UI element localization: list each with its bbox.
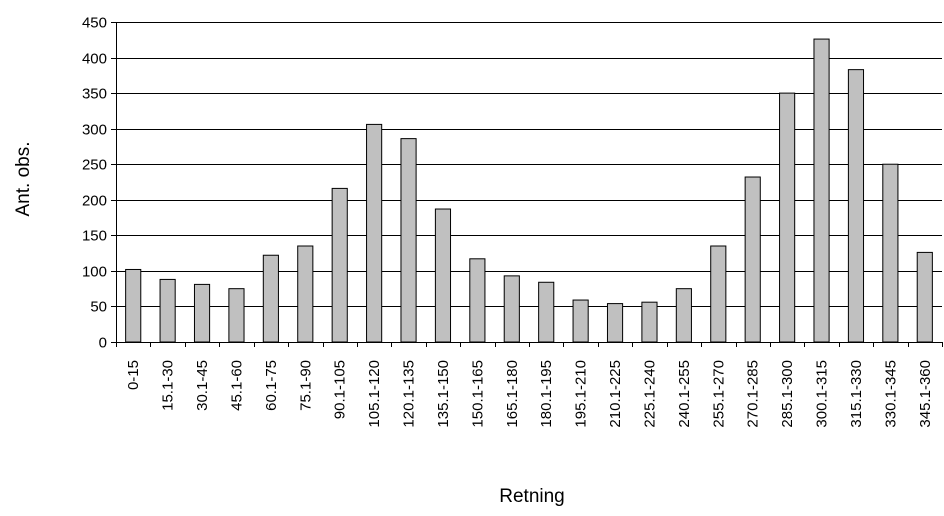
bar-30.1-45 [193,283,211,343]
bar-210.1-225 [606,303,624,343]
x-tick-label: 135.1-150 [435,360,452,428]
x-tick-label: 180.1-195 [538,360,555,428]
x-tick-labels: 0-15 15.1-30 30.1-45 45.1-60 60.1-75 75.1-90 9… [125,360,934,428]
x-tick-label: 30.1-45 [194,360,211,411]
bar-285.1-300 [779,92,796,343]
bar-90.1-105 [331,187,348,343]
bar-75.1-90 [297,245,314,343]
x-tick-label: 15.1-30 [160,360,177,411]
y-tick-label: 50 [90,299,107,316]
bar-15.1-30 [159,278,176,343]
y-tick-label: 400 [82,51,107,68]
x-tick-label: 315.1-330 [848,360,865,428]
x-tick-label: 0-15 [125,360,142,390]
x-tick-label: 120.1-135 [401,360,418,428]
bar-330.1-345 [882,163,899,343]
bar-315.1-330 [847,69,865,343]
y-tick-label: 450 [82,15,107,32]
bar-105.1-120 [366,123,383,343]
x-tick-label: 150.1-165 [469,360,486,428]
bar-300.1-315 [813,38,830,343]
x-tick-label: 240.1-255 [676,360,693,428]
gridlines [116,22,942,307]
axes [111,22,943,347]
x-tick-label: 225.1-240 [642,360,659,428]
x-tick-label: 330.1-345 [882,360,899,428]
bar-345.1-360 [916,251,933,343]
x-tick-label: 90.1-105 [332,360,349,419]
bar-135.1-150 [434,208,452,343]
y-tick-label: 100 [82,264,107,281]
x-tick-label: 300.1-315 [814,360,831,428]
bar-195.1-210 [572,299,589,343]
x-tick-label: 270.1-285 [745,360,762,428]
bar-0-15 [125,268,142,343]
y-axis-title: Ant. obs. [13,142,34,217]
bar-120.1-135 [400,138,417,343]
bar-270.1-285 [744,176,761,343]
y-tick-label: 250 [82,157,107,174]
x-tick-label: 210.1-225 [607,360,624,428]
x-tick-label: 285.1-300 [779,360,796,428]
bar-45.1-60 [228,288,245,343]
x-tick-label: 345.1-360 [917,360,934,428]
x-axis-title: Retning [499,486,565,507]
bar-60.1-75 [262,254,279,343]
x-tick-label: 255.1-270 [710,360,727,428]
y-tick-label: 200 [82,193,107,210]
bar-255.1-270 [710,245,727,343]
x-tick-label: 45.1-60 [229,360,246,411]
y-tick-label: 350 [82,86,107,103]
x-tick-label: 165.1-180 [504,360,521,428]
y-tick-labels: 0 50 100 150 200 250 300 350 400 450 [82,15,107,352]
bar-165.1-180 [503,275,520,343]
bars [125,38,933,343]
bar-180.1-195 [538,281,555,343]
y-tick-label: 150 [82,228,107,245]
bar-240.1-255 [675,288,692,343]
bar-150.1-165 [469,258,486,343]
x-tick-label: 105.1-120 [366,360,383,428]
x-tick-label: 75.1-90 [297,360,314,411]
y-tick-label: 300 [82,122,107,139]
x-tick-label: 60.1-75 [263,360,280,411]
y-tick-label: 0 [99,335,107,352]
bar-225.1-240 [641,301,658,343]
x-tick-label: 195.1-210 [573,360,590,428]
